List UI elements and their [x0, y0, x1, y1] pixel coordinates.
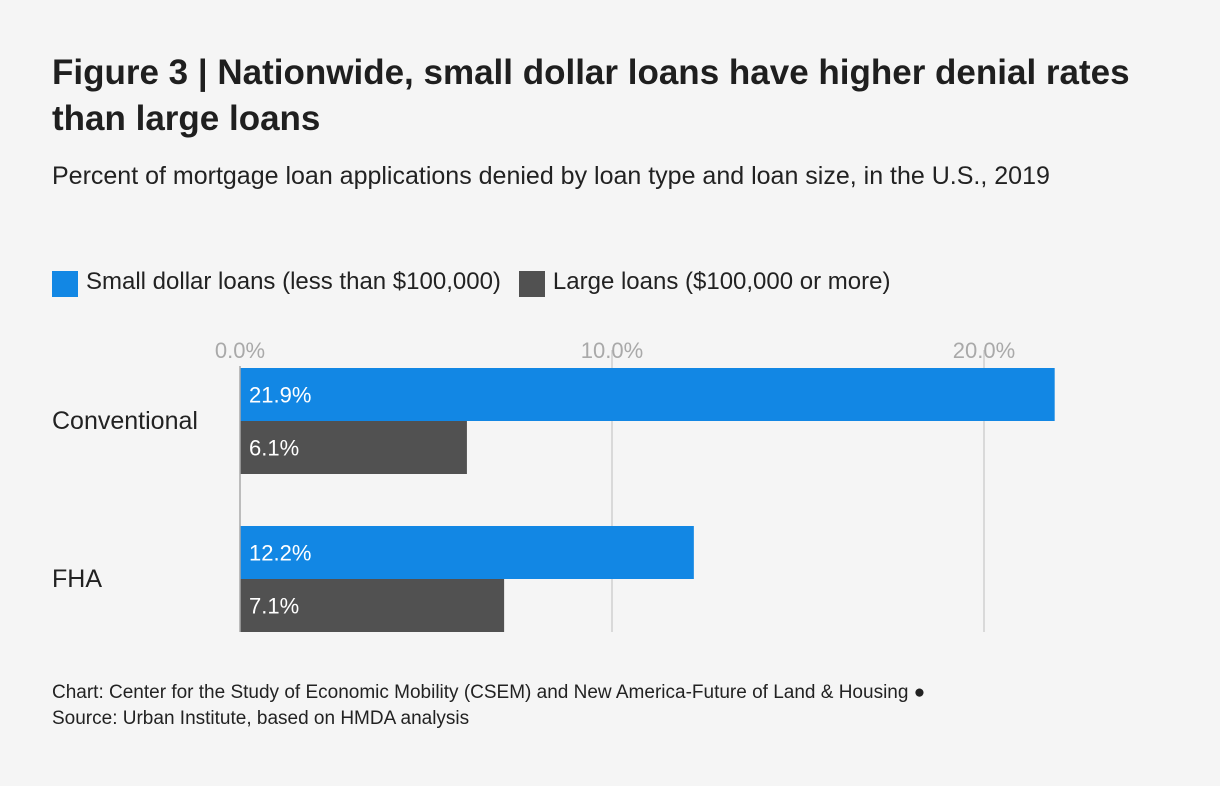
legend-swatch-large-loans [518, 271, 545, 297]
legend-label-large-loans: Large loans ($100,000 or more) [552, 268, 891, 295]
chart-credit: Chart: Center for the Study of Economic … [52, 682, 926, 703]
category-label-fha: FHA [52, 565, 102, 593]
x-tick-label-2: 20.0% [953, 338, 1015, 363]
bar-large-loans-conventional [240, 421, 467, 474]
category-label-conventional: Conventional [52, 407, 198, 435]
legend-label-small-loans: Small dollar loans (less than $100,000) [86, 268, 501, 295]
legend-item-large-loans: Large loans ($100,000 or more) [518, 266, 891, 298]
data-label-large-loans-conventional: 6.1% [249, 436, 299, 461]
bar-small-loans-fha [240, 526, 694, 579]
bar-large-loans-fha [240, 579, 505, 632]
data-label-small-loans-fha: 12.2% [249, 541, 311, 566]
chart-title: Figure 3 | Nationwide, small dollar loan… [52, 53, 1130, 138]
bar-small-loans-conventional [240, 368, 1055, 421]
bar-chart: 0.0% 10.0% 20.0% Conventional 21.9% 6.1% FHA 12… [52, 338, 1055, 632]
x-tick-label-1: 10.0% [581, 338, 643, 363]
data-label-small-loans-conventional: 21.9% [249, 383, 311, 408]
legend-swatch-small-loans [52, 271, 78, 297]
chart-source: Source: Urban Institute, based on HMDA a… [52, 708, 470, 729]
x-tick-label-0: 0.0% [215, 338, 265, 363]
chart-subtitle: Percent of mortgage loan applications de… [52, 162, 1050, 190]
legend-item-small-loans: Small dollar loans (less than $100,000) [52, 266, 501, 298]
legend: Small dollar loans (less than $100,000) … [52, 266, 908, 298]
data-label-large-loans-fha: 7.1% [249, 594, 299, 619]
chart-footer: Chart: Center for the Study of Economic … [52, 680, 1192, 732]
